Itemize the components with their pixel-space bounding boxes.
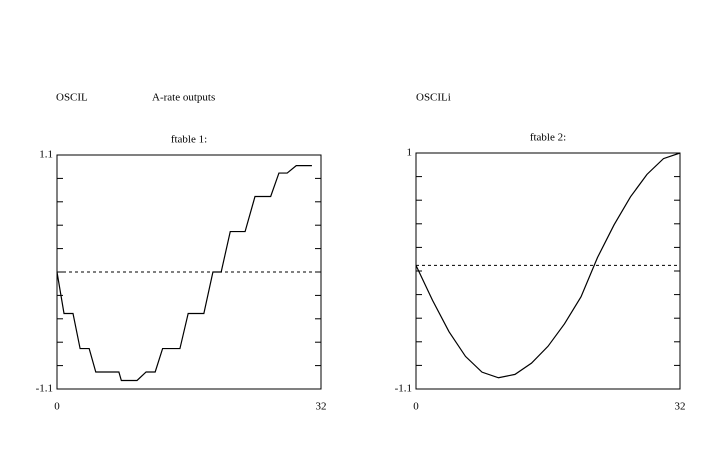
x-tick-label: 0 xyxy=(413,401,419,413)
annotation: A-rate outputs xyxy=(152,92,215,104)
annotation: OSCIL xyxy=(56,92,88,104)
y-tick-label: 1.1 xyxy=(39,149,53,161)
data-line xyxy=(56,165,312,382)
annotation: OSCILi xyxy=(416,92,451,104)
x-tick-label: 32 xyxy=(675,401,686,413)
data-line xyxy=(415,152,681,379)
y-tick-label: -1.1 xyxy=(395,383,412,395)
plot-frame xyxy=(415,152,681,390)
x-tick-label: 32 xyxy=(316,401,327,413)
y-tick-label: 1 xyxy=(407,147,413,159)
y-tick-label: -1.1 xyxy=(36,383,53,395)
chart-title: ftable 1: xyxy=(171,134,207,146)
x-tick-label: 0 xyxy=(54,401,60,413)
chart-title: ftable 2: xyxy=(530,132,566,144)
